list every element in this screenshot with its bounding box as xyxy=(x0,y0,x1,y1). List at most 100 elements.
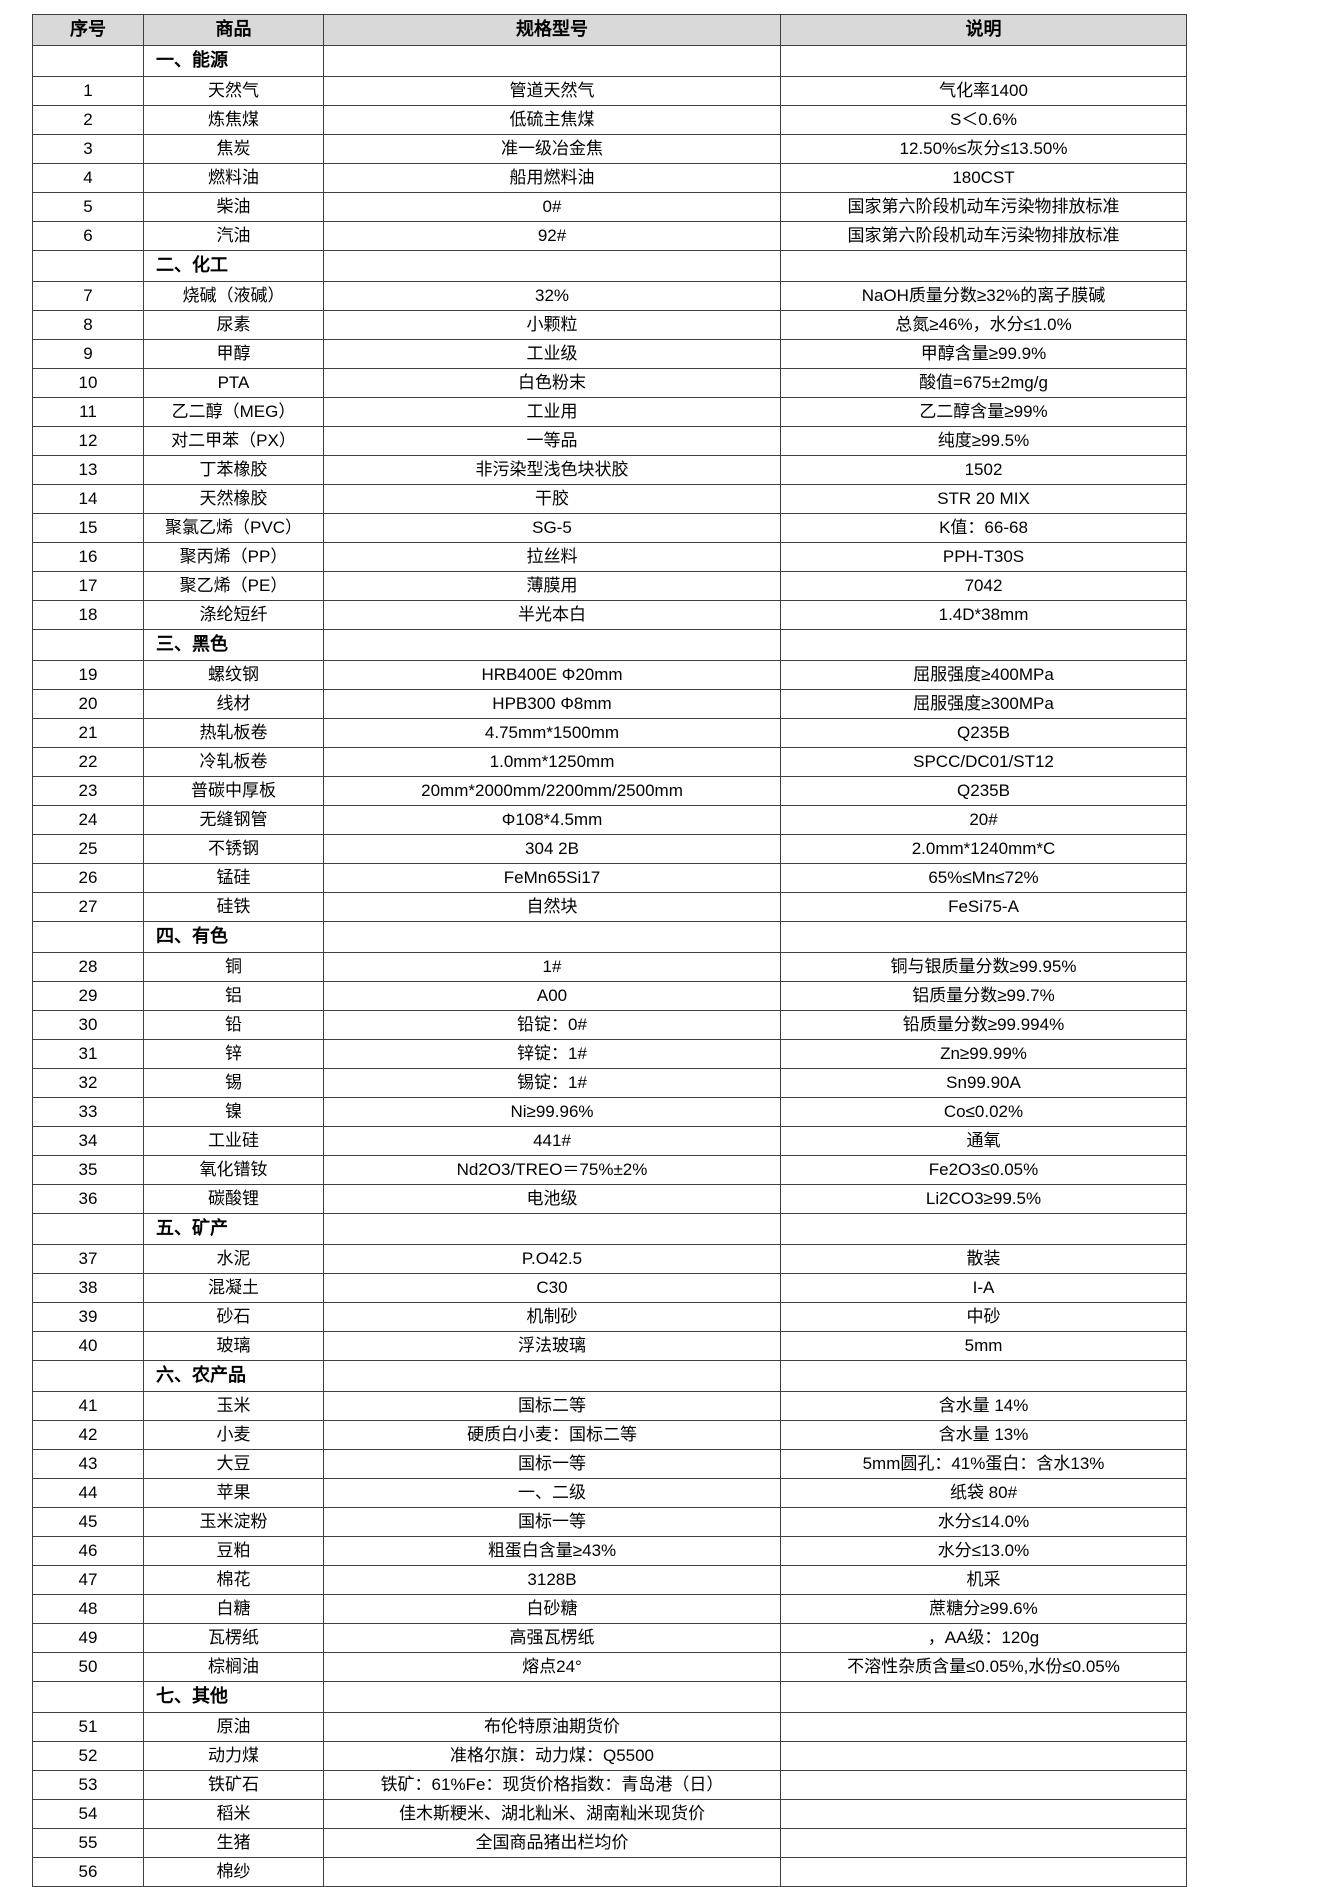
table-row: 50 棕榈油 熔点24° 不溶性杂质含量≤0.05%,水份≤0.05% xyxy=(32,1652,1187,1682)
cell-seq: 37 xyxy=(32,1244,144,1274)
cell-description: Sn99.90A xyxy=(780,1068,1187,1098)
cell-description: 含水量 13% xyxy=(780,1420,1187,1450)
table-row: 52 动力煤 准格尔旗：动力煤：Q5500 xyxy=(32,1741,1187,1771)
section-spec-cell xyxy=(323,1213,781,1245)
cell-specification: 布伦特原油期货价 xyxy=(323,1712,781,1742)
section-spec-cell xyxy=(323,45,781,77)
cell-description: 65%≤Mn≤72% xyxy=(780,863,1187,893)
section-label: 七、其他 xyxy=(143,1681,324,1713)
cell-commodity-name: 苹果 xyxy=(143,1478,324,1508)
table-row: 24 无缝钢管 Φ108*4.5mm 20# xyxy=(32,805,1187,835)
cell-commodity-name: 水泥 xyxy=(143,1244,324,1274)
cell-specification: 国标二等 xyxy=(323,1391,781,1421)
cell-specification: 441# xyxy=(323,1126,781,1156)
cell-seq: 31 xyxy=(32,1039,144,1069)
cell-description: PPH-T30S xyxy=(780,542,1187,572)
cell-commodity-name: 氧化镨钕 xyxy=(143,1155,324,1185)
header-row: 序号 商品 规格型号 说明 xyxy=(32,14,1187,46)
table-body: 一、能源 1 天然气 管道天然气 气化率1400 2 炼焦煤 低硫主焦煤 S＜0.6% 3 焦炭 准一… xyxy=(32,45,1187,1887)
section-label: 四、有色 xyxy=(143,921,324,953)
section-spec-cell xyxy=(323,629,781,661)
cell-specification: 白砂糖 xyxy=(323,1594,781,1624)
commodity-specification-table: 序号 商品 规格型号 说明 一、能源 1 天然气 管道天然气 气化率1400 2 炼焦煤 低硫… xyxy=(32,14,1187,1887)
section-seq-cell xyxy=(32,921,144,953)
cell-seq: 34 xyxy=(32,1126,144,1156)
cell-specification: 薄膜用 xyxy=(323,571,781,601)
cell-commodity-name: 焦炭 xyxy=(143,134,324,164)
cell-seq: 41 xyxy=(32,1391,144,1421)
section-seq-cell xyxy=(32,250,144,282)
cell-seq: 17 xyxy=(32,571,144,601)
cell-commodity-name: 聚氯乙烯（PVC） xyxy=(143,513,324,543)
cell-description: 水分≤13.0% xyxy=(780,1536,1187,1566)
cell-seq: 48 xyxy=(32,1594,144,1624)
table-row: 31 锌锌锭：1# Zn≥99.99% xyxy=(32,1039,1187,1069)
cell-specification: 全国商品猪出栏均价 xyxy=(323,1828,781,1858)
section-desc-cell xyxy=(780,45,1187,77)
cell-commodity-name: 棉花 xyxy=(143,1565,324,1595)
cell-specification: 0# xyxy=(323,192,781,222)
table-row: 55 生猪 全国商品猪出栏均价 xyxy=(32,1828,1187,1858)
cell-seq: 55 xyxy=(32,1828,144,1858)
section-seq-cell xyxy=(32,629,144,661)
cell-commodity-name: 汽油 xyxy=(143,221,324,251)
cell-seq: 49 xyxy=(32,1623,144,1653)
cell-description: K值：66-68 xyxy=(780,513,1187,543)
cell-commodity-name: 白糖 xyxy=(143,1594,324,1624)
cell-description xyxy=(780,1857,1187,1887)
cell-specification: 4.75mm*1500mm xyxy=(323,718,781,748)
cell-commodity-name: 无缝钢管 xyxy=(143,805,324,835)
cell-commodity-name: 丁苯橡胶 xyxy=(143,455,324,485)
cell-seq: 43 xyxy=(32,1449,144,1479)
cell-specification: 工业用 xyxy=(323,397,781,427)
cell-specification: HPB300 Φ8mm xyxy=(323,689,781,719)
cell-specification: 佳木斯粳米、湖北籼米、湖南籼米现货价 xyxy=(323,1799,781,1829)
cell-commodity-name: 甲醇 xyxy=(143,339,324,369)
cell-description: S＜0.6% xyxy=(780,105,1187,135)
cell-specification: 工业级 xyxy=(323,339,781,369)
cell-commodity-name: 尿素 xyxy=(143,310,324,340)
cell-seq: 27 xyxy=(32,892,144,922)
cell-description: 国家第六阶段机动车污染物排放标准 xyxy=(780,192,1187,222)
table-section-row: 二、化工 xyxy=(32,250,1187,282)
section-seq-cell xyxy=(32,1213,144,1245)
cell-commodity-name: 天然气 xyxy=(143,76,324,106)
cell-specification: 船用燃料油 xyxy=(323,163,781,193)
cell-specification: Ni≥99.96% xyxy=(323,1097,781,1127)
cell-specification: 自然块 xyxy=(323,892,781,922)
cell-seq: 45 xyxy=(32,1507,144,1537)
cell-commodity-name: 不锈钢 xyxy=(143,834,324,864)
column-header-seq: 序号 xyxy=(32,14,144,46)
cell-description xyxy=(780,1828,1187,1858)
cell-seq: 56 xyxy=(32,1857,144,1887)
cell-seq: 23 xyxy=(32,776,144,806)
cell-specification: 32% xyxy=(323,281,781,311)
table-row: 39 砂石 机制砂 中砂 xyxy=(32,1302,1187,1332)
table-row: 7 烧碱（液碱） 32% NaOH质量分数≥32%的离子膜碱 xyxy=(32,281,1187,311)
table-row: 54 稻米 佳木斯粳米、湖北籼米、湖南籼米现货价 xyxy=(32,1799,1187,1829)
cell-commodity-name: 普碳中厚板 xyxy=(143,776,324,806)
cell-seq: 11 xyxy=(32,397,144,427)
cell-seq: 39 xyxy=(32,1302,144,1332)
cell-description: Zn≥99.99% xyxy=(780,1039,1187,1069)
cell-commodity-name: 对二甲苯（PX） xyxy=(143,426,324,456)
cell-description: 酸值=675±2mg/g xyxy=(780,368,1187,398)
table-row: 14 天然橡胶 干胶 STR 20 MIX xyxy=(32,484,1187,514)
cell-seq: 29 xyxy=(32,981,144,1011)
table-row: 5 柴油 0# 国家第六阶段机动车污染物排放标准 xyxy=(32,192,1187,222)
column-header-spec: 规格型号 xyxy=(323,14,781,46)
cell-specification: 半光本白 xyxy=(323,600,781,630)
cell-description: 散装 xyxy=(780,1244,1187,1274)
cell-description: 1502 xyxy=(780,455,1187,485)
table-row: 26 锰硅 FeMn65Si17 65%≤Mn≤72% xyxy=(32,863,1187,893)
cell-seq: 32 xyxy=(32,1068,144,1098)
cell-commodity-name: 玉米 xyxy=(143,1391,324,1421)
table-row: 1 天然气 管道天然气 气化率1400 xyxy=(32,76,1187,106)
cell-description: 5mm圆孔：41%蛋白：含水13% xyxy=(780,1449,1187,1479)
cell-specification xyxy=(323,1857,781,1887)
section-desc-cell xyxy=(780,1360,1187,1392)
table-row: 28 铜 1# 铜与银质量分数≥99.95% xyxy=(32,952,1187,982)
cell-commodity-name: 锌 xyxy=(143,1039,324,1069)
cell-specification: 粗蛋白含量≥43% xyxy=(323,1536,781,1566)
table-section-row: 六、农产品 xyxy=(32,1360,1187,1392)
